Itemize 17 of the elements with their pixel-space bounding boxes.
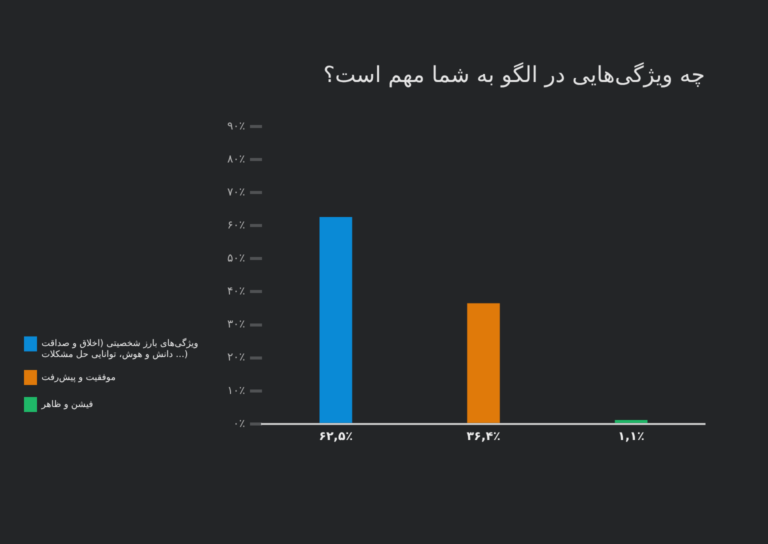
data-label: ۳۶,۴٪ (466, 429, 500, 444)
y-tick-label: ۸۰٪ (227, 152, 246, 166)
y-tick-label: ۹۰٪ (227, 119, 246, 132)
y-tick-label: ۱۰٪ (227, 384, 246, 397)
y-tick-label: ۰٪ (233, 416, 246, 430)
y-tick-label: ۳۰٪ (227, 318, 246, 331)
y-tick-label: ۲۰٪ (227, 350, 246, 364)
data-label: ۶۲,۵٪ (318, 429, 353, 444)
chart-title: چه ویژگی‌هایی در الگو به شما مهم است؟ (323, 62, 705, 88)
y-tick-label: ۴۰٪ (227, 284, 246, 298)
legend-label: ویژگی‌های بارز شخصیتی (اخلاق و صداقت دانش و هوش، توانایی حل مشکلات ...) (42, 337, 198, 360)
y-tick-label: ۷۰٪ (227, 185, 246, 198)
legend-label: موفقیت و پیش‌رفت (42, 372, 116, 383)
y-tick-label: ۶۰٪ (227, 218, 246, 232)
legend-label: فیشن و ظاهر (40, 400, 94, 410)
data-label: ۱,۱٪ (618, 429, 644, 444)
y-tick-label: ۵۰٪ (227, 252, 246, 265)
